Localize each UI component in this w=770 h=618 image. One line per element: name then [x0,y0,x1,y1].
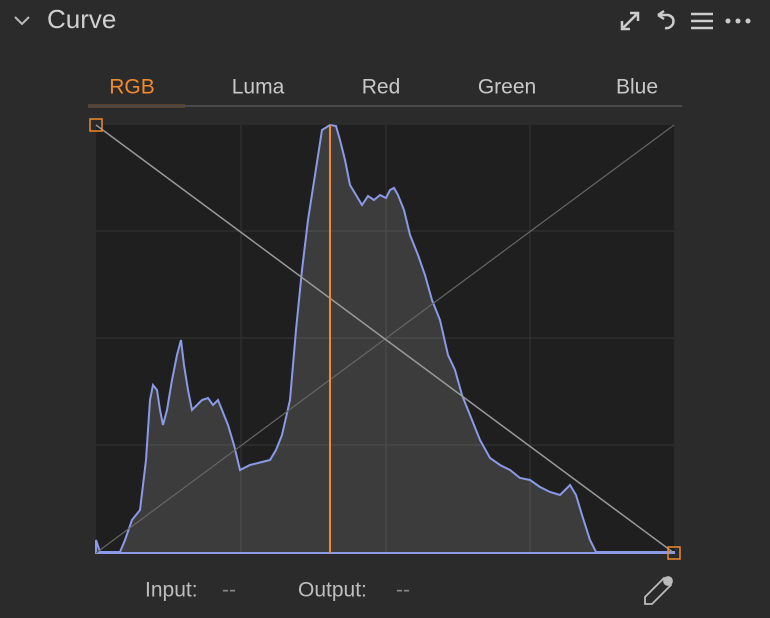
curve-handle[interactable] [89,118,103,132]
eyedropper-icon[interactable] [644,576,673,605]
output-value: -- [396,579,410,602]
tab[interactable]: RGB [109,76,155,99]
reset-icon[interactable] [657,9,675,30]
more-icon[interactable] [725,18,751,24]
header-icons [620,9,713,31]
tab-bar: RGB Luma Red Green Blue [88,76,658,108]
tab[interactable]: Luma [232,76,285,99]
dot [725,18,731,24]
tone-curve[interactable] [95,124,675,554]
graph-grid [96,125,674,553]
expand-icon[interactable] [620,11,640,31]
menu-icon[interactable] [691,12,713,30]
dot [735,18,741,24]
curve-handle[interactable] [667,546,681,560]
footer: Input: -- Output: -- [145,579,410,602]
output-label: Output: [298,579,367,602]
tab[interactable]: Green [478,76,536,99]
panel-title: Curve [47,4,116,34]
tab[interactable]: Blue [616,76,658,99]
input-value: -- [222,579,236,602]
input-label: Input: [145,579,198,602]
collapse-chevron[interactable] [14,16,30,26]
tab[interactable]: Red [362,76,401,99]
dot [745,18,751,24]
